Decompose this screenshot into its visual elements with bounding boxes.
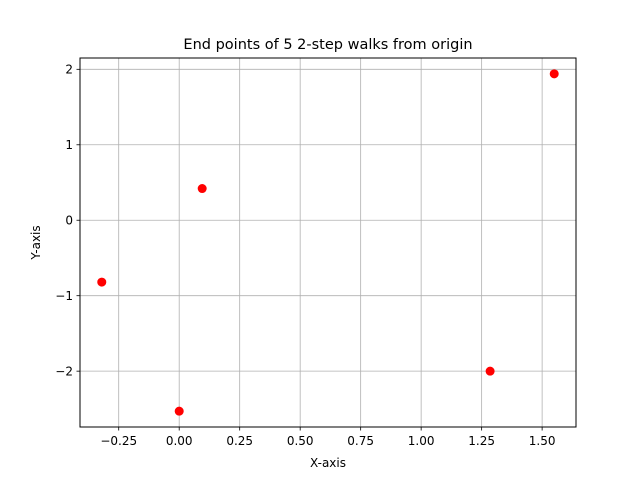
x-tick-label: 0.00 [166,434,193,448]
x-tick-label: −0.25 [100,434,137,448]
x-tick-label: 0.25 [226,434,253,448]
y-tick-label: 0 [65,214,73,228]
x-tick-label: 0.75 [347,434,374,448]
x-tick-label: 1.00 [408,434,435,448]
y-tick-label: 2 [65,63,73,77]
x-tick-label: 0.50 [287,434,314,448]
chart-title: End points of 5 2-step walks from origin [183,37,472,53]
scatter-point [197,184,207,194]
x-axis-label: X-axis [310,456,346,470]
data-points [97,69,559,416]
y-tick-label: 1 [65,138,73,152]
scatter-point [174,406,184,416]
y-tick-label: −2 [55,364,73,378]
scatter-point [549,69,559,79]
x-tick-label: 1.50 [529,434,556,448]
y-axis-label: Y-axis [29,225,43,260]
scatter-point [485,366,495,376]
x-tick-label: 1.25 [468,434,495,448]
grid-lines [80,58,576,427]
y-tick-label: −1 [55,289,73,303]
axis-ticks: −0.25 0.00 0.25 0.50 0.75 1.00 1.25 1.50 −2 −1 0 1 2 [55,63,555,448]
plot-frame [79,57,577,428]
scatter-point [97,277,107,287]
